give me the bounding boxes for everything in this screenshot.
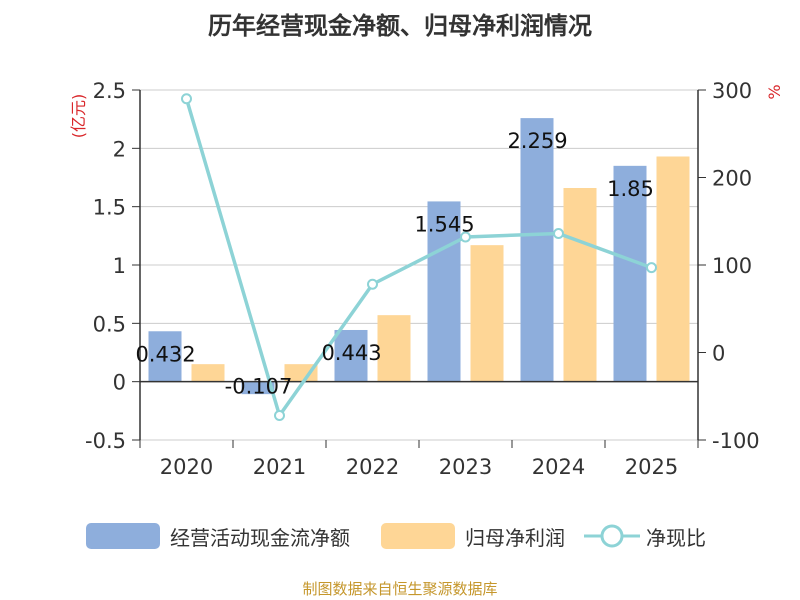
legend-line-icon — [584, 524, 640, 548]
legend-label-ratio: 净现比 — [646, 525, 706, 550]
data-label-cashflow: 0.443 — [321, 341, 381, 365]
x-tick-label: 2024 — [532, 455, 585, 479]
bar-profit — [284, 364, 318, 382]
bar-cashflow — [148, 331, 182, 382]
x-tick-label: 2020 — [160, 455, 213, 479]
bar-profit — [656, 156, 690, 382]
data-label-cashflow: -0.107 — [225, 375, 293, 399]
bar-profit — [563, 188, 597, 382]
legend-label-cashflow: 经营活动现金流净额 — [170, 525, 350, 550]
y-right-axis-label: % — [765, 84, 784, 99]
y-right-tick-label: 300 — [712, 79, 752, 103]
y-right-tick-label: 200 — [712, 167, 752, 191]
line-ratio — [184, 98, 653, 418]
data-label-cashflow: 1.85 — [607, 177, 654, 201]
bar-profit — [377, 315, 411, 382]
legend: 经营活动现金流净额 归母净利润 净现比 — [0, 516, 800, 556]
line-ratio-point — [274, 410, 285, 421]
y-left-tick-label: 0 — [113, 371, 126, 395]
legend-label-profit: 归母净利润 — [465, 525, 565, 550]
data-label-cashflow: 2.259 — [507, 129, 567, 153]
line-ratio-point — [181, 93, 192, 105]
y-left-tick-label: 1 — [113, 254, 126, 278]
legend-item-cashflow[interactable]: 经营活动现金流净额 — [86, 516, 350, 556]
bar-cashflow — [613, 165, 647, 382]
bar-cashflow — [334, 329, 368, 382]
legend-item-profit[interactable]: 归母净利润 — [381, 516, 565, 556]
x-tick-label: 2021 — [253, 455, 306, 479]
legend-swatch-cashflow — [86, 523, 160, 549]
y-left-tick-label: -0.5 — [85, 429, 126, 453]
bar-cashflow — [241, 381, 275, 395]
x-tick-label: 2022 — [346, 455, 399, 479]
y-left-tick-label: 1.5 — [93, 196, 126, 220]
x-tick-label: 2023 — [439, 455, 492, 479]
source-note: 制图数据来自恒生聚源数据库 — [302, 580, 498, 598]
legend-swatch-profit — [381, 523, 455, 549]
chart-plot: -0.5 0 0.5 1 1.5 2 2.5 -100 0 100 200 300 (亿元)% 2020 2… — [69, 79, 784, 479]
y-left-tick-label: 2.5 — [93, 79, 126, 103]
bar-cashflow — [520, 118, 554, 382]
line-ratio-point — [553, 228, 564, 239]
y-left-tick-label: 2 — [113, 137, 126, 161]
chart-title: 历年经营现金净额、归母净利润情况 — [208, 12, 592, 40]
y-left-axis-label: (亿元) — [69, 94, 88, 139]
bar-profit — [470, 245, 504, 382]
y-right-tick-label: -100 — [712, 429, 760, 453]
data-label-cashflow: 1.545 — [414, 212, 474, 236]
bar-cashflow — [427, 201, 461, 382]
line-ratio-point — [367, 278, 378, 290]
y-left-tick-label: 0.5 — [93, 312, 126, 336]
line-ratio-point — [646, 262, 657, 274]
y-right-tick-label: 100 — [712, 254, 752, 278]
legend-item-ratio[interactable]: 净现比 — [584, 516, 706, 556]
data-label-cashflow: 0.432 — [135, 342, 195, 366]
line-ratio-point — [460, 231, 471, 243]
y-right-tick-label: 0 — [712, 342, 725, 366]
x-tick-label: 2025 — [625, 455, 678, 479]
bar-profit — [191, 364, 225, 382]
